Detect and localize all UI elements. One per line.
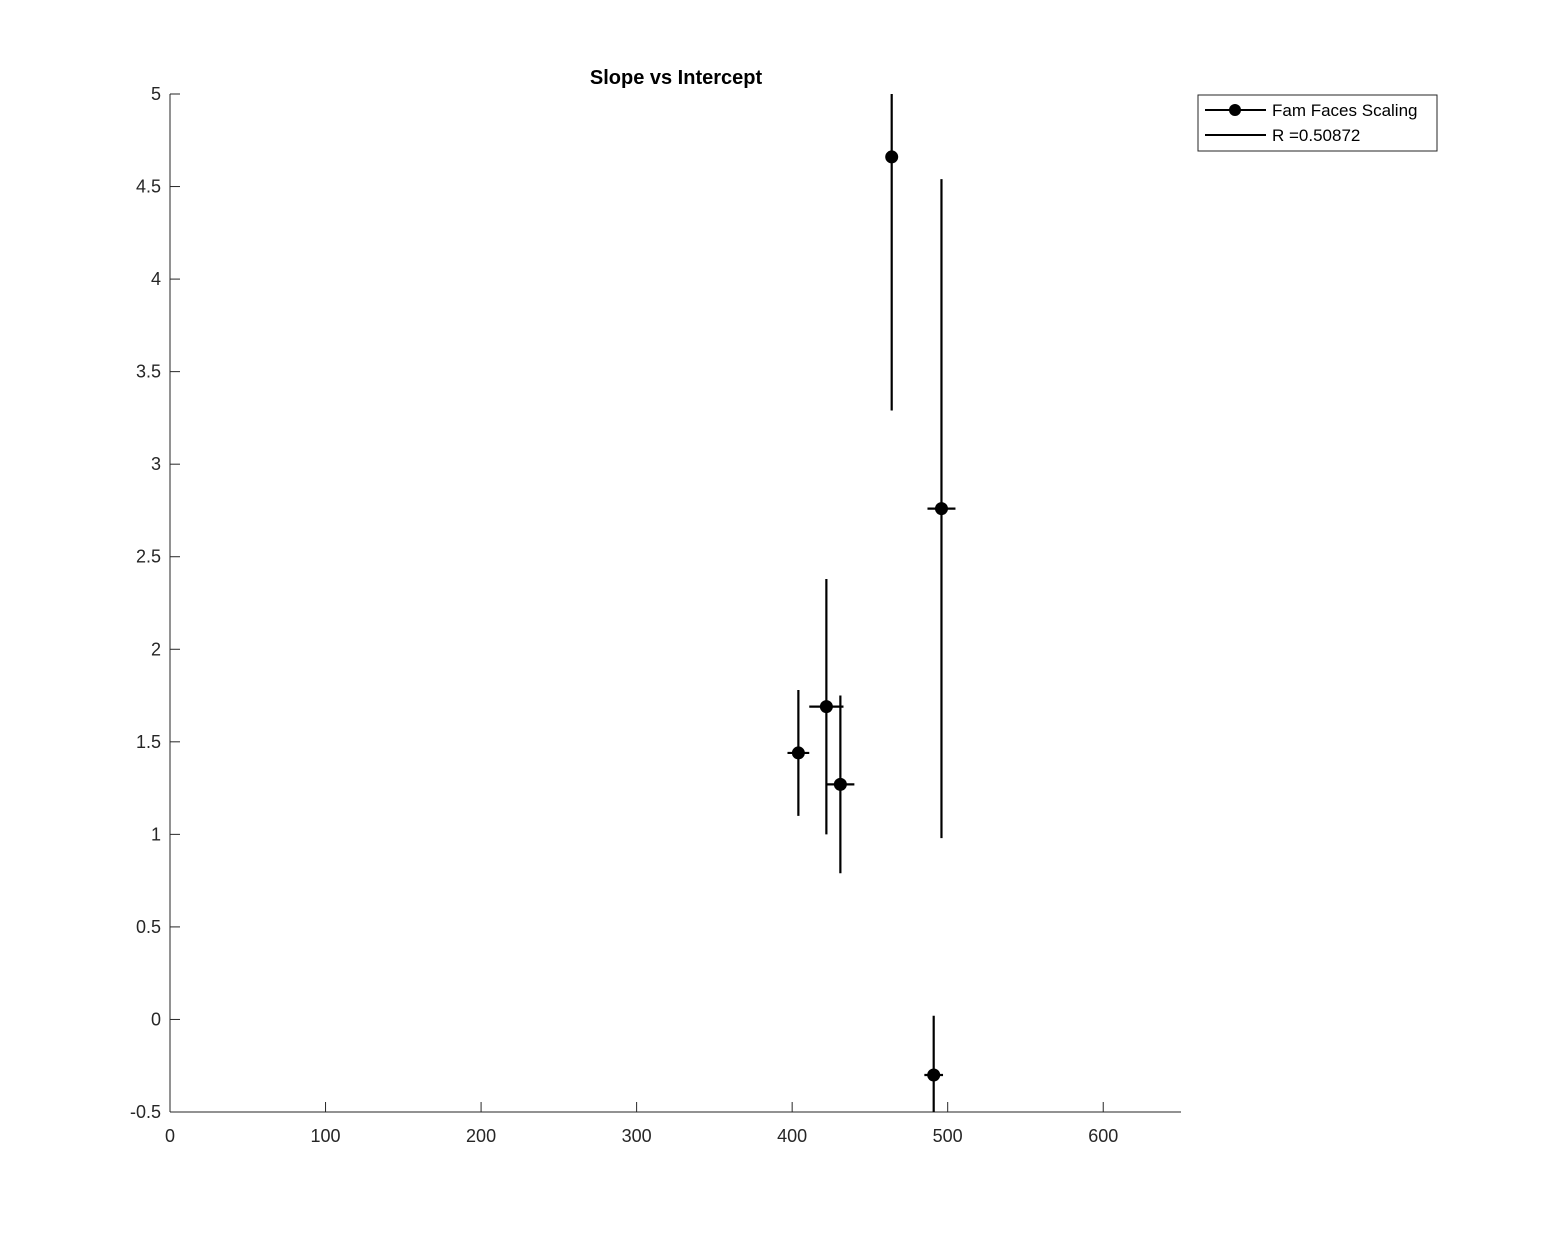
- y-tick-label: -0.5: [130, 1102, 161, 1122]
- x-tick-label: 500: [933, 1126, 963, 1146]
- y-tick-label: 3: [151, 454, 161, 474]
- y-tick-label: 3.5: [136, 362, 161, 382]
- legend-box: [1197, 94, 1438, 152]
- data-point: [885, 150, 899, 164]
- y-tick-label: 0.5: [136, 917, 161, 937]
- data-point: [819, 700, 833, 714]
- y-tick-label: 2: [151, 639, 161, 659]
- x-tick-label: 300: [622, 1126, 652, 1146]
- legend-label-r: R =0.50872: [1272, 126, 1360, 145]
- data-point: [934, 502, 948, 516]
- data-point: [927, 1068, 941, 1082]
- legend: Fam Faces Scaling R =0.50872: [1197, 94, 1438, 152]
- y-tick-label: 1.5: [136, 732, 161, 752]
- y-tick-label: 0: [151, 1009, 161, 1029]
- x-tick-label: 100: [311, 1126, 341, 1146]
- y-tick-label: 2.5: [136, 547, 161, 567]
- x-tick-label: 0: [165, 1126, 175, 1146]
- axes: 0 100 200 300 400 500 600-0.500.511.522.533.54…: [130, 84, 1181, 1146]
- x-tick-label: 400: [777, 1126, 807, 1146]
- data-point: [791, 746, 805, 760]
- chart-title: Slope vs Intercept: [590, 67, 763, 89]
- legend-label-series: Fam Faces Scaling: [1272, 101, 1418, 120]
- x-tick-label: 200: [466, 1126, 496, 1146]
- data-point: [833, 777, 847, 791]
- y-tick-label: 4.5: [136, 177, 161, 197]
- y-tick-label: 4: [151, 269, 161, 289]
- y-tick-label: 5: [151, 84, 161, 104]
- x-tick-label: 600: [1088, 1126, 1118, 1146]
- legend-marker-series: [1229, 104, 1241, 116]
- data-points: [791, 150, 948, 1082]
- y-tick-label: 1: [151, 824, 161, 844]
